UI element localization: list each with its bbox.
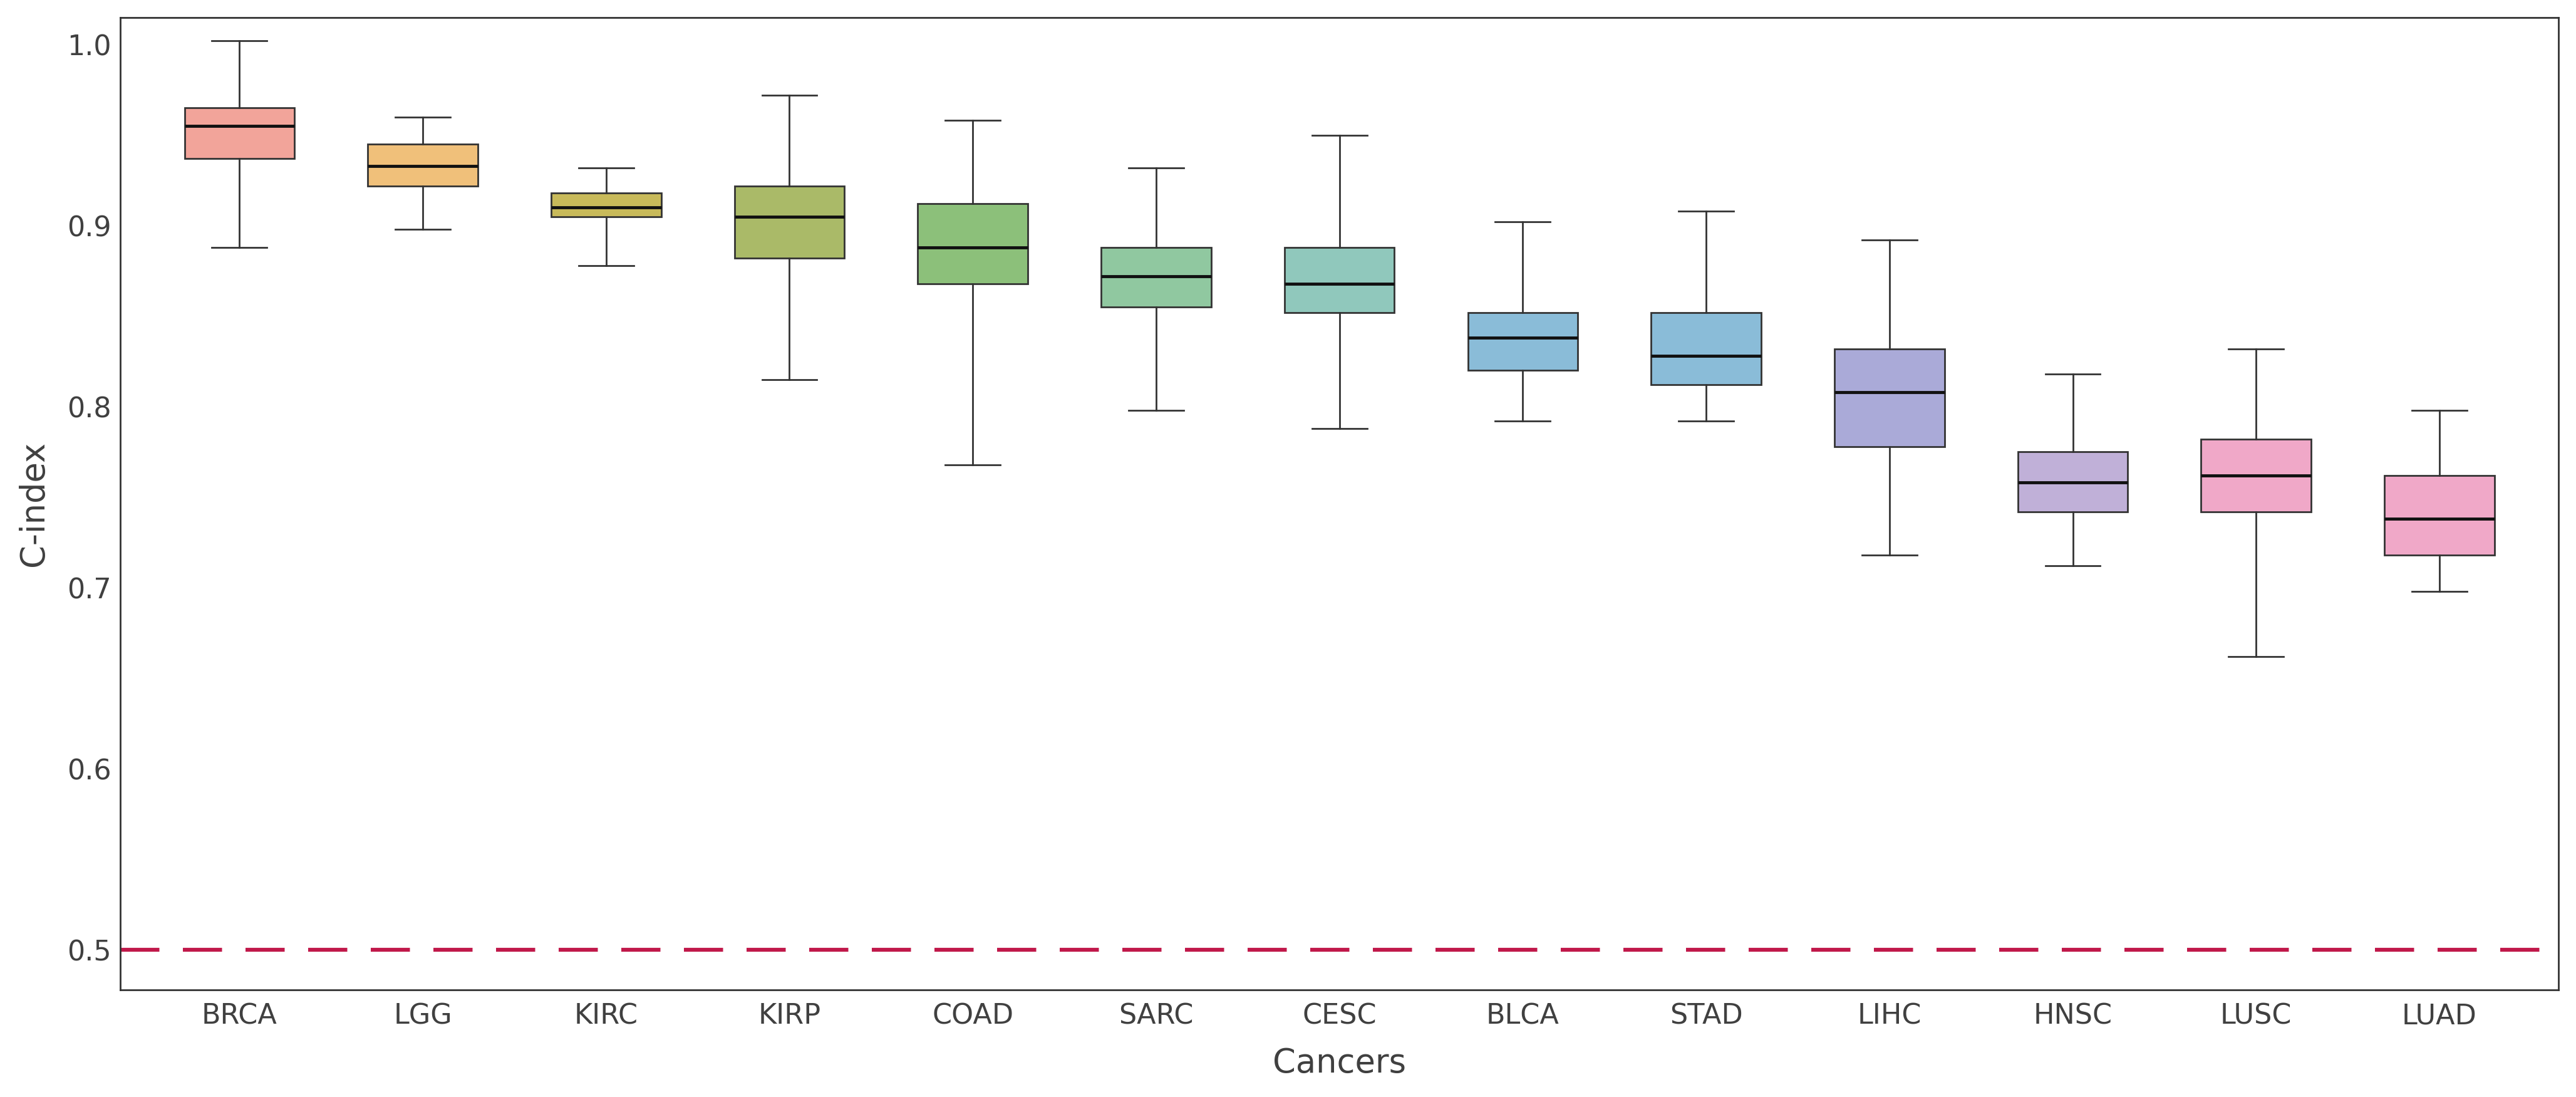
PathPatch shape (2385, 475, 2494, 555)
PathPatch shape (2200, 439, 2311, 511)
PathPatch shape (1651, 313, 1762, 385)
PathPatch shape (1100, 247, 1211, 307)
PathPatch shape (551, 193, 662, 216)
PathPatch shape (1468, 313, 1577, 371)
Y-axis label: C-index: C-index (18, 441, 49, 566)
PathPatch shape (2017, 452, 2128, 511)
PathPatch shape (1834, 349, 1945, 446)
PathPatch shape (734, 185, 845, 258)
PathPatch shape (185, 108, 294, 159)
PathPatch shape (917, 204, 1028, 283)
PathPatch shape (368, 144, 477, 185)
PathPatch shape (1285, 247, 1394, 313)
X-axis label: Cancers: Cancers (1273, 1047, 1406, 1079)
